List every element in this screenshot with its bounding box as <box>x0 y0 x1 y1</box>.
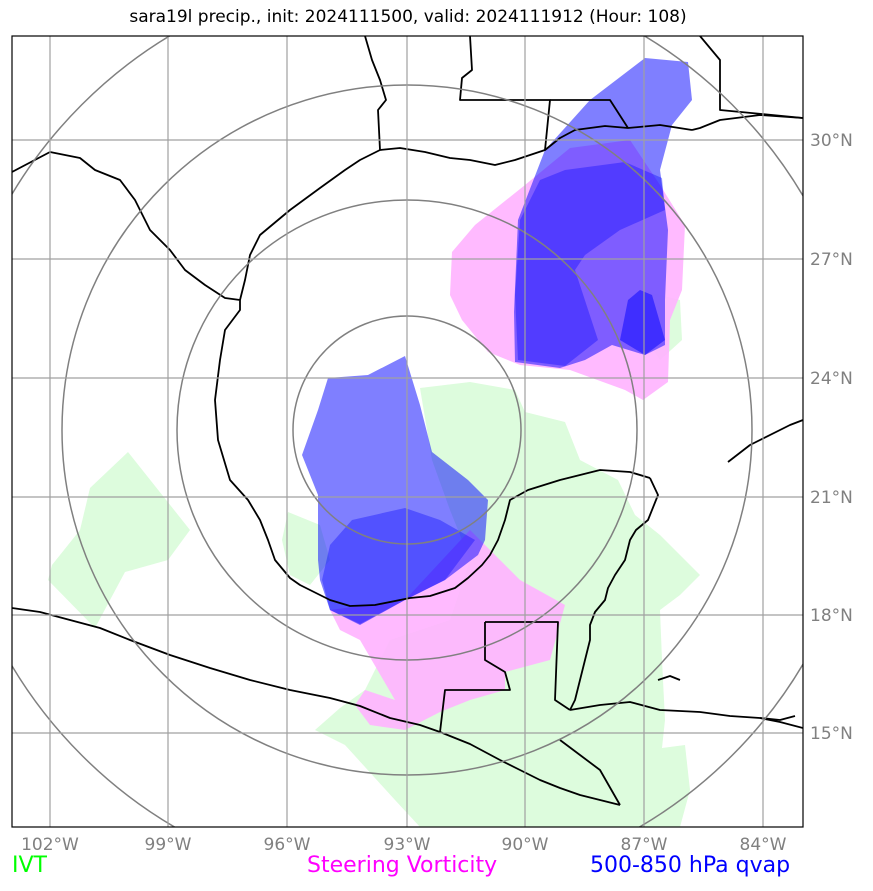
lat-tick-label: 30°N <box>810 131 853 151</box>
lat-tick-label: 24°N <box>810 369 853 389</box>
vorticity-area-south <box>330 530 565 730</box>
lon-tick-label: 102°W <box>21 835 79 855</box>
coastlines <box>12 36 803 806</box>
island-coast-1 <box>657 675 681 681</box>
island-coast-2 <box>759 715 796 721</box>
lon-tick-label: 93°W <box>384 835 431 855</box>
plot-frame <box>11 35 804 828</box>
lat-tick-label: 21°N <box>810 488 853 508</box>
us-state-border-4 <box>699 36 803 119</box>
pacific-coast <box>12 607 621 806</box>
qvap-field <box>302 58 692 625</box>
us-state-border-1 <box>364 36 387 151</box>
lon-tick-label: 96°W <box>264 835 311 855</box>
mexico-coast-east <box>569 477 659 711</box>
belize-border <box>485 621 571 711</box>
qvap-area-south-core <box>322 508 475 624</box>
texas-coast <box>239 124 693 301</box>
guatemala-border <box>439 622 511 733</box>
qvap-area-north-spot <box>620 290 665 355</box>
central-america-coast <box>569 701 803 729</box>
ivt-area-west <box>48 452 190 628</box>
us-state-border-2 <box>459 36 551 151</box>
legend-ivt: IVT <box>12 853 47 878</box>
lon-tick-label: 87°W <box>621 835 668 855</box>
cuba-coast <box>727 419 803 463</box>
tick-labels: 102°W 99°W 96°W 93°W 90°W 87°W 84°W 30°N 27°N 24°… <box>21 131 853 855</box>
map-title: sara19l precip., init: 2024111500, valid… <box>129 7 687 27</box>
gridlines <box>12 36 803 827</box>
legend-qvap: 500-850 hPa qvap <box>590 853 791 878</box>
us-gulf-coast <box>12 151 651 607</box>
us-state-border-3 <box>550 99 629 129</box>
lon-tick-label: 84°W <box>740 835 787 855</box>
qvap-area-north-core <box>515 162 665 366</box>
qvap-area-north <box>514 58 692 368</box>
lat-tick-label: 27°N <box>810 250 853 270</box>
legend-steering-vorticity: Steering Vorticity <box>307 853 498 878</box>
lon-tick-label: 99°W <box>145 835 192 855</box>
qvap-area-south <box>302 356 488 625</box>
honduras-border <box>559 739 621 806</box>
lat-tick-label: 15°N <box>810 724 853 744</box>
lat-tick-label: 18°N <box>810 606 853 626</box>
lon-tick-label: 90°W <box>502 835 549 855</box>
